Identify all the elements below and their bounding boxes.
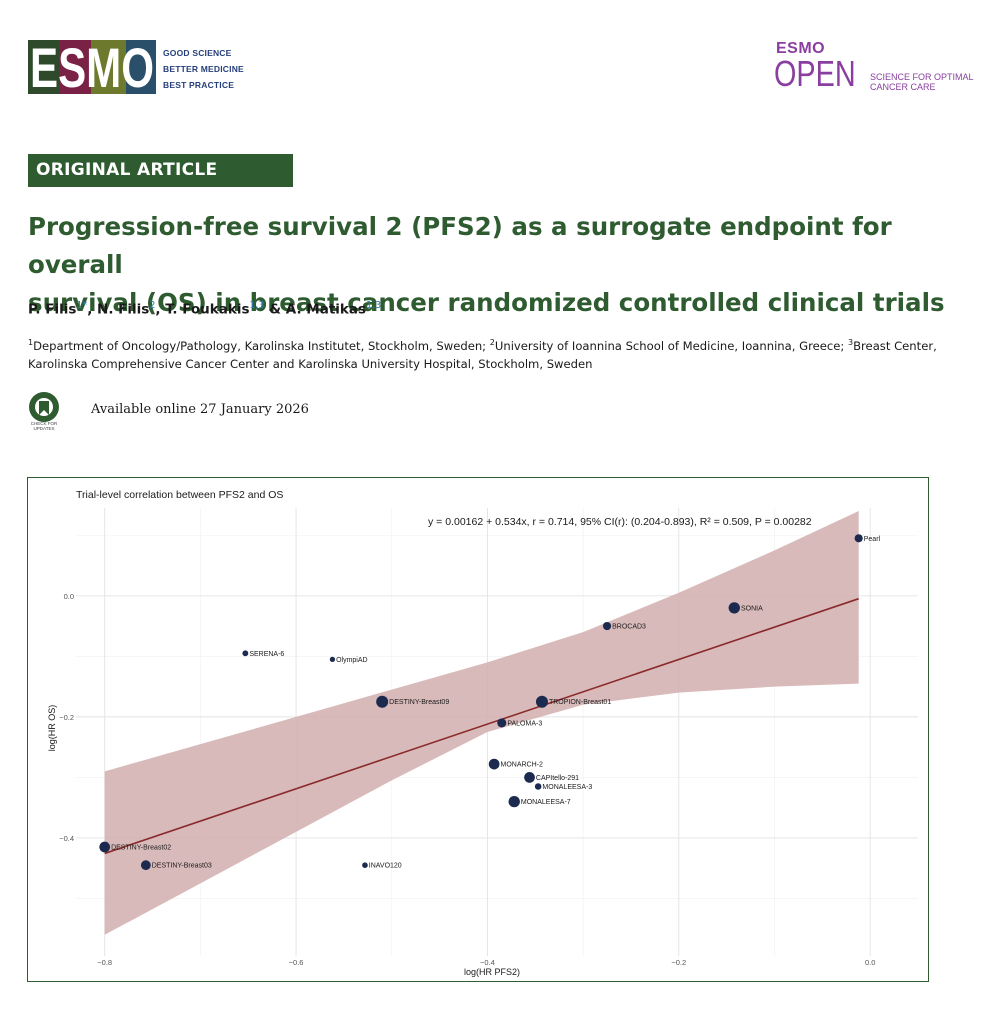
check-for-updates-label: CHECK FOR UPDATES <box>30 421 58 431</box>
data-point[interactable] <box>488 758 500 770</box>
journal-logo: ESMO OPEN SCIENCE FOR OPTIMAL CANCER CAR… <box>774 40 976 96</box>
data-point[interactable] <box>534 783 542 790</box>
ci-band <box>104 511 859 935</box>
article-title: Progression-free survival 2 (PFS2) as a … <box>28 208 958 322</box>
chart-title: Trial-level correlation between PFS2 and… <box>76 489 283 501</box>
esmo-logo: ESMO <box>28 40 156 94</box>
point-label: DESTINY-Breast03 <box>152 863 212 870</box>
article-title-line-1: Progression-free survival 2 (PFS2) as a … <box>28 212 892 279</box>
data-point[interactable] <box>140 860 151 871</box>
y-tick-label: −0.4 <box>59 834 74 843</box>
author-affiliation-sup[interactable]: 2 <box>149 300 156 311</box>
axis-labels-group: −0.8 −0.6 −0.4 −0.2 0.0 0.0 −0.2 −0.4 <box>59 592 875 967</box>
point-label: SERENA-6 <box>249 651 284 658</box>
journal-tagline: SCIENCE FOR OPTIMAL CANCER CARE <box>870 72 974 92</box>
data-point[interactable] <box>329 656 336 662</box>
article-type-banner: ORIGINAL ARTICLE <box>28 154 293 187</box>
fit-line-group <box>104 597 859 855</box>
x-axis-label: log(HR PFS2) <box>464 967 520 977</box>
author-name[interactable]: A. Matikas <box>285 301 367 318</box>
data-point[interactable] <box>508 795 520 808</box>
ci-band-group <box>104 511 859 935</box>
journal-logo-open: OPEN <box>774 53 856 94</box>
x-tick-label: −0.4 <box>480 958 495 967</box>
point-label: OlympiAD <box>336 657 368 664</box>
x-tick-label: 0.0 <box>865 958 875 967</box>
point-label: BROCAD3 <box>612 624 646 631</box>
point-label: SONIA <box>741 605 763 612</box>
author-name[interactable]: N. Filis <box>97 301 150 318</box>
data-point[interactable] <box>376 695 389 708</box>
esmo-tagline-1: GOOD SCIENCE <box>163 48 232 58</box>
affiliation-1: Department of Oncology/Pathology, Karoli… <box>33 338 490 353</box>
data-point[interactable] <box>602 621 612 631</box>
data-point[interactable] <box>362 862 368 868</box>
esmo-logo-text: ESMO <box>30 40 154 94</box>
scatter-chart: Pearl SONIA BROCAD3 SERENA-6 OlympiAD DESTINY… <box>47 489 918 977</box>
x-tick-label: −0.8 <box>97 958 112 967</box>
author-name[interactable]: T. Foukakis <box>165 301 250 318</box>
y-tick-label: −0.2 <box>59 713 74 722</box>
affiliation-3: Breast Center, <box>853 338 937 353</box>
data-point[interactable] <box>728 602 740 614</box>
author-affiliation-sup[interactable]: 1,3 <box>366 300 382 311</box>
article-title-line-2: survival (OS) in breast cancer randomize… <box>28 288 945 317</box>
esmo-tagline-3: BEST PRACTICE <box>163 80 235 90</box>
regression-equation: y = 0.00162 + 0.534x, r = 0.714, 95% CI(… <box>428 516 812 528</box>
esmo-tagline-2: BETTER MEDICINE <box>163 64 244 74</box>
affiliations: 1Department of Oncology/Pathology, Karol… <box>28 338 937 371</box>
data-point[interactable] <box>535 695 548 708</box>
author-affiliation-sup[interactable]: 1* <box>76 300 88 311</box>
esmo-tagline: GOOD SCIENCE BETTER MEDICINE BEST PRACTI… <box>163 45 244 93</box>
figure-panel: Pearl SONIA BROCAD3 SERENA-6 OlympiAD DESTINY… <box>27 477 929 982</box>
check-for-updates-icon[interactable] <box>28 391 60 433</box>
y-tick-label: 0.0 <box>64 592 74 601</box>
data-point[interactable] <box>497 718 507 728</box>
regression-line <box>104 597 859 855</box>
point-label: DESTINY-Breast09 <box>389 699 449 706</box>
point-label: MONALEESA-7 <box>521 799 571 806</box>
point-label: INAVO120 <box>369 863 402 870</box>
point-label: Pearl <box>864 536 881 543</box>
point-label: TROPION-Breast01 <box>549 699 611 706</box>
x-tick-label: −0.6 <box>289 958 304 967</box>
point-label: PALOMA-3 <box>507 720 542 727</box>
point-label: MONALEESA-3 <box>542 784 592 791</box>
data-point[interactable] <box>99 841 111 853</box>
point-label: DESTINY-Breast02 <box>111 845 171 852</box>
available-online: Available online 27 January 2026 <box>91 402 309 417</box>
author-name[interactable]: P. Filis <box>28 301 77 318</box>
y-axis-label: log(HR OS) <box>47 705 57 752</box>
point-label: MONARCH-2 <box>500 762 542 769</box>
point-label: CAPItello-291 <box>536 775 579 782</box>
journal-logo-esmo: ESMO <box>776 40 826 57</box>
data-point[interactable] <box>854 534 863 543</box>
affiliation-2: University of Ioannina School of Medicin… <box>494 338 848 353</box>
author-list: P. Filis1*, N. Filis2, T. Foukakis1,3 & … <box>28 300 382 318</box>
chart-grid <box>76 508 918 956</box>
journal-tagline-1: SCIENCE FOR OPTIMAL <box>870 72 974 82</box>
author-affiliation-sup[interactable]: 1,3 <box>249 300 265 311</box>
data-point[interactable] <box>524 772 535 783</box>
data-point[interactable] <box>242 650 249 657</box>
x-tick-label: −0.2 <box>671 958 686 967</box>
data-points-group: Pearl SONIA BROCAD3 SERENA-6 OlympiAD DESTINY… <box>99 534 881 871</box>
journal-tagline-2: CANCER CARE <box>870 82 936 92</box>
affiliation-3-continued: Karolinska Comprehensive Cancer Center a… <box>28 356 593 371</box>
